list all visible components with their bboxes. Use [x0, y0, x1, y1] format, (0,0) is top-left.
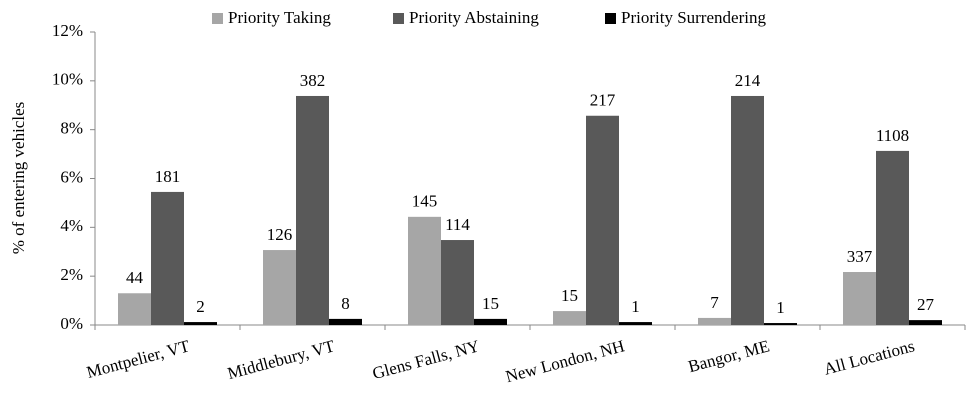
bar: [151, 191, 184, 325]
y-tick-label: 0%: [60, 314, 83, 333]
count-label: 7: [710, 293, 719, 312]
bar: [408, 216, 441, 325]
count-label: 217: [590, 91, 616, 110]
count-label: 8: [341, 294, 350, 313]
bar: [553, 311, 586, 325]
x-tick-label: Middlebury, VT: [225, 336, 337, 383]
count-label: 15: [482, 294, 499, 313]
count-label: 27: [917, 295, 935, 314]
bar: [876, 150, 909, 325]
y-tick-label: 12%: [52, 21, 83, 40]
legend-label: Priority Surrendering: [621, 8, 766, 27]
bar: [441, 240, 474, 325]
bar: [296, 95, 329, 325]
x-tick-label: Bangor, ME: [686, 336, 771, 376]
count-label: 145: [412, 192, 438, 211]
y-axis-label: % of entering vehicles: [9, 102, 28, 254]
bar: [909, 320, 942, 325]
x-tick-label: All Locations: [822, 336, 917, 378]
legend-swatch: [605, 13, 616, 24]
bar: [184, 322, 217, 325]
y-tick-label: 8%: [60, 119, 83, 138]
count-label: 181: [155, 167, 181, 186]
count-label: 126: [267, 225, 293, 244]
x-tick-label: Glens Falls, NY: [370, 336, 481, 383]
bar: [586, 115, 619, 325]
bar: [474, 318, 507, 325]
count-label: 15: [561, 286, 578, 305]
bar: [764, 323, 797, 325]
legend-swatch: [393, 13, 404, 24]
bar: [731, 95, 764, 325]
bar: [843, 272, 876, 325]
y-tick-label: 10%: [52, 70, 83, 89]
y-tick-label: 2%: [60, 265, 83, 284]
x-tick-label: Montpelier, VT: [85, 336, 193, 382]
count-label: 1: [631, 297, 640, 316]
y-tick-label: 6%: [60, 167, 83, 186]
bar: [263, 250, 296, 325]
legend-label: Priority Abstaining: [409, 8, 539, 27]
count-label: 114: [445, 215, 470, 234]
x-tick-label: New London, NH: [503, 336, 626, 386]
count-label: 214: [735, 71, 761, 90]
y-tick-label: 4%: [60, 216, 83, 235]
count-label: 44: [126, 268, 144, 287]
count-label: 337: [847, 247, 873, 266]
count-label: 382: [300, 71, 326, 90]
bar: [698, 317, 731, 325]
count-label: 2: [196, 297, 205, 316]
count-label: 1108: [876, 126, 909, 145]
bar: [619, 322, 652, 325]
bar: [118, 293, 151, 325]
count-label: 1: [776, 298, 785, 317]
legend-swatch: [212, 13, 223, 24]
bar: [329, 318, 362, 325]
legend-label: Priority Taking: [228, 8, 331, 27]
